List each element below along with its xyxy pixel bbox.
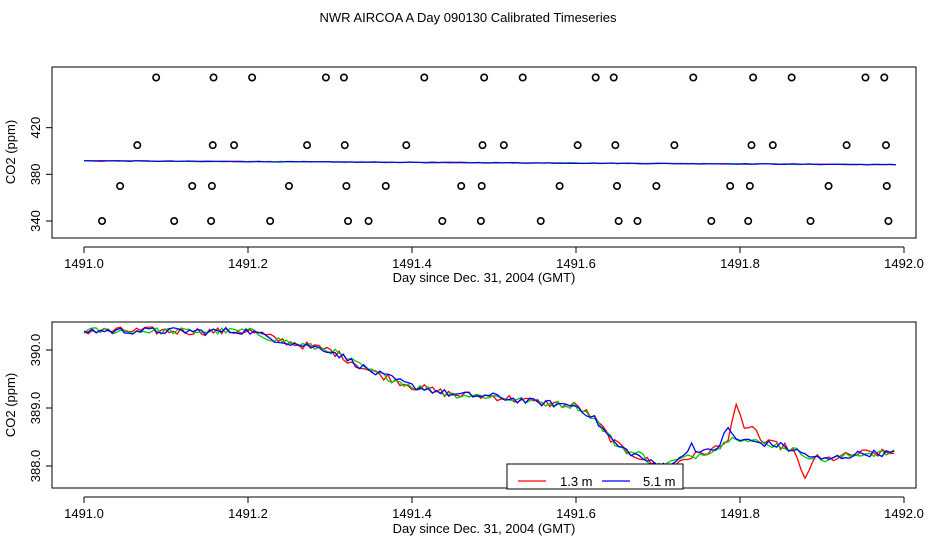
top-marker (611, 141, 620, 150)
bottom-y-tick-label: 390.0 (28, 334, 43, 367)
top-marker (208, 141, 217, 150)
top-marker (591, 73, 600, 82)
bottom-x-tick-label: 1491.2 (228, 506, 268, 521)
top-marker (340, 141, 349, 150)
top-marker (881, 141, 890, 150)
top-x-axis-label: Day since Dec. 31, 2004 (GMT) (393, 270, 576, 285)
top-marker (824, 182, 833, 191)
top-axes: 1491.0 1491.2 1491.4 1491.6 1491.8 1492.0 340 3… (28, 117, 924, 271)
top-x-tick-label: 1491.4 (392, 256, 432, 271)
top-marker (880, 73, 889, 82)
bottom-y-tick-label: 389.0 (28, 392, 43, 425)
top-marker (499, 141, 508, 150)
top-x-tick-label: 1491.2 (228, 256, 268, 271)
top-marker (402, 141, 411, 150)
bottom-y-axis-label: CO2 (ppm) (3, 373, 18, 437)
top-marker (207, 217, 216, 226)
top-marker (536, 217, 545, 226)
bottom-axes: 1491.0 1491.2 1491.4 1491.6 1491.8 1492.0 388.… (28, 334, 924, 521)
bottom-series-group (83, 326, 895, 480)
top-marker (573, 141, 582, 150)
top-series-line-3 (83, 160, 896, 166)
top-x-tick-label: 1491.0 (64, 256, 104, 271)
top-y-tick-label: 340 (28, 210, 43, 232)
bottom-series-line-3 (83, 327, 895, 468)
top-marker (478, 141, 487, 150)
top-marker (689, 73, 698, 82)
top-y-tick-label: 380 (28, 163, 43, 185)
top-marker (188, 182, 197, 191)
bottom-series-line-2 (83, 326, 895, 468)
top-marker (152, 73, 161, 82)
legend-label-2: 5.1 m (643, 474, 676, 489)
top-marker (633, 217, 642, 226)
bottom-panel: 1491.0 1491.2 1491.4 1491.6 1491.8 1492.0 388.… (3, 321, 924, 536)
top-marker (480, 73, 489, 82)
top-marker (420, 73, 429, 82)
top-y-axis-label: CO2 (ppm) (3, 120, 18, 184)
top-marker (614, 217, 623, 226)
top-marker (726, 182, 735, 191)
top-marker (344, 217, 353, 226)
top-marker (518, 73, 527, 82)
top-y-tick-label: 420 (28, 117, 43, 139)
top-marker (884, 217, 893, 226)
top-marker (670, 141, 679, 150)
top-x-tick-label: 1491.8 (720, 256, 760, 271)
top-marker (248, 73, 257, 82)
top-marker (749, 73, 758, 82)
top-marker (98, 217, 107, 226)
bottom-x-tick-label: 1491.0 (64, 506, 104, 521)
top-marker (555, 182, 564, 191)
figure-title: NWR AIRCOA A Day 090130 Calibrated Times… (320, 10, 617, 25)
top-marker (457, 182, 466, 191)
top-marker (744, 217, 753, 226)
top-marker (477, 182, 486, 191)
top-marker (284, 182, 293, 191)
top-marker (266, 217, 275, 226)
top-marker (806, 217, 815, 226)
top-marker (476, 217, 485, 226)
bottom-x-tick-label: 1491.8 (720, 506, 760, 521)
top-marker (364, 217, 373, 226)
top-panel: 1491.0 1491.2 1491.4 1491.6 1491.8 1492.0 340 3… (3, 66, 924, 285)
top-markers-group (98, 73, 893, 226)
bottom-y-tick-label: 388.0 (28, 450, 43, 483)
top-marker (612, 182, 621, 191)
top-marker (747, 141, 756, 150)
bottom-x-tick-label: 1491.6 (556, 506, 596, 521)
legend-box (506, 463, 684, 490)
top-series-group (83, 159, 896, 166)
top-marker (303, 141, 312, 150)
top-marker (745, 182, 754, 191)
top-x-tick-label: 1492.0 (884, 256, 924, 271)
bottom-x-tick-label: 1491.4 (392, 506, 432, 521)
top-marker (321, 73, 330, 82)
top-marker (861, 73, 870, 82)
bottom-x-tick-label: 1492.0 (884, 506, 924, 521)
top-marker (170, 217, 179, 226)
top-marker (116, 182, 125, 191)
top-marker (207, 182, 216, 191)
legend-label-1: 1.3 m (560, 474, 593, 489)
top-x-tick-label: 1491.6 (556, 256, 596, 271)
top-marker (230, 141, 239, 150)
top-marker (438, 217, 447, 226)
top-marker (381, 182, 390, 191)
top-marker (842, 141, 851, 150)
top-marker (652, 182, 661, 191)
top-marker (707, 217, 716, 226)
top-marker (209, 73, 218, 82)
top-marker (339, 73, 348, 82)
top-marker (342, 182, 351, 191)
top-marker (882, 182, 891, 191)
top-marker (609, 73, 618, 82)
legend: 1.3 m 5.1 m (506, 463, 684, 490)
top-marker (768, 141, 777, 150)
top-marker (133, 141, 142, 150)
bottom-x-axis-label: Day since Dec. 31, 2004 (GMT) (393, 521, 576, 536)
top-marker (787, 73, 796, 82)
